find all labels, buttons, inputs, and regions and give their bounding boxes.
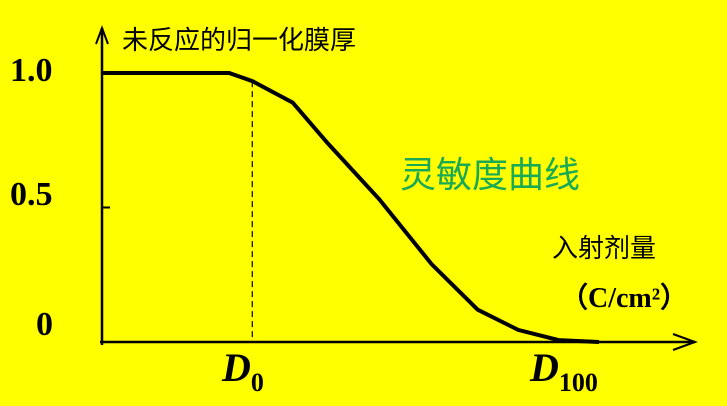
x-tick-d0-main: D xyxy=(222,345,251,390)
x-axis-unit: （C/cm²） xyxy=(560,283,689,314)
y-tick-label: 0.5 xyxy=(10,176,53,213)
x-tick-d0-sub: 0 xyxy=(250,368,264,397)
y-tick-label: 0 xyxy=(36,306,53,343)
y-tick-label: 1.0 xyxy=(10,52,53,89)
x-axis-label: 入射剂量 xyxy=(552,234,657,264)
x-tick-d100: D100 xyxy=(530,344,598,398)
x-tick-d0: D0 xyxy=(222,344,264,398)
y-axis-arrow xyxy=(95,25,109,45)
sensitivity-curve xyxy=(102,71,600,344)
annotation-label: 灵敏度曲线 xyxy=(400,155,581,196)
y-axis-label: 未反应的归一化膜厚 xyxy=(122,26,357,56)
x-tick-d100-sub: 100 xyxy=(558,368,598,397)
x-tick-d100-main: D xyxy=(530,345,559,390)
x-axis-arrow xyxy=(672,333,698,351)
